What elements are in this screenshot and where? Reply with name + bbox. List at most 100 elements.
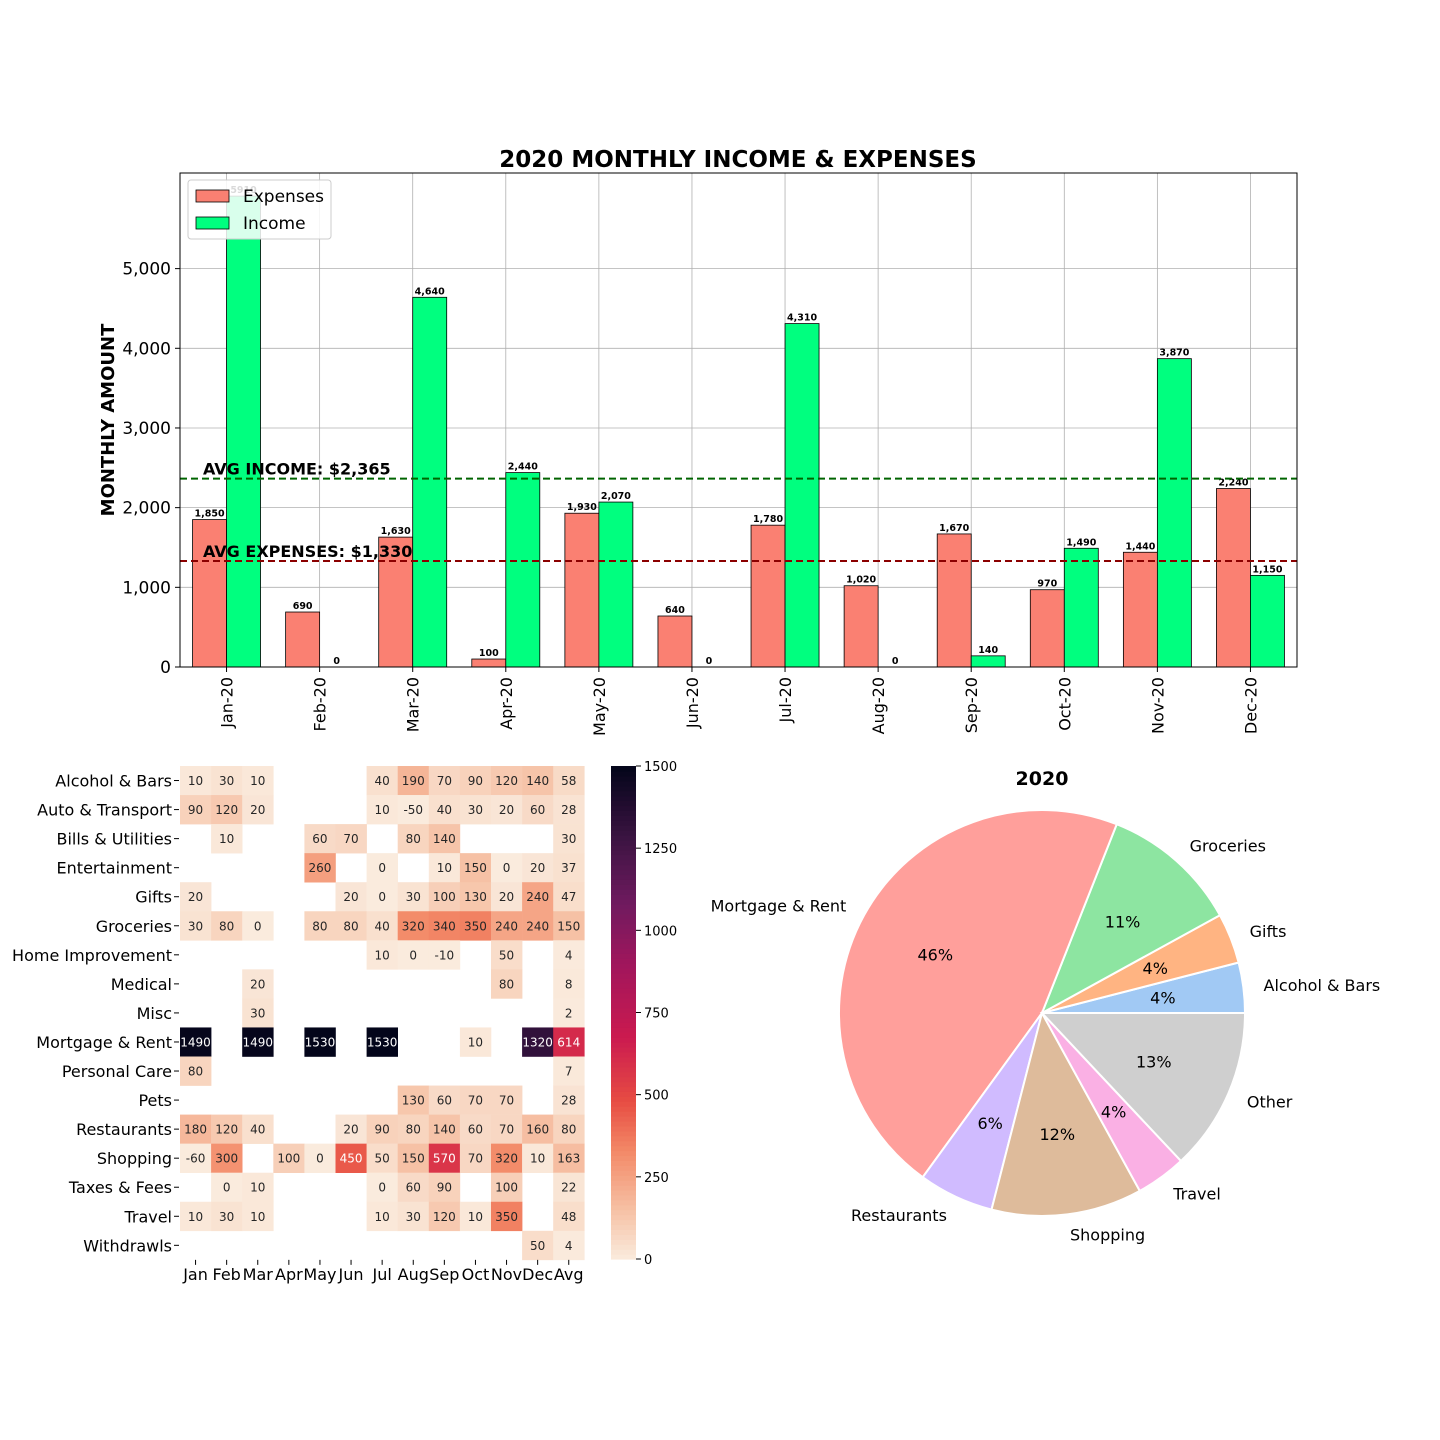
- expense-data-label: 690: [293, 601, 313, 612]
- colorbar-segment: [611, 780, 636, 787]
- heatmap-cell-value: 50: [375, 1152, 390, 1166]
- colorbar-segment: [611, 1199, 636, 1206]
- colorbar-segment: [611, 913, 636, 920]
- colorbar-segment: [611, 1185, 636, 1191]
- heatmap-cell: [242, 911, 274, 941]
- y-tick-label: 2,000: [122, 499, 171, 519]
- heatmap-cell-value: 320: [402, 919, 425, 933]
- pie-slice-label: Groceries: [1190, 837, 1266, 856]
- heatmap-column-label: Oct: [462, 1265, 490, 1284]
- heatmap-cell-value: 90: [468, 774, 483, 788]
- colorbar-segment: [611, 854, 636, 861]
- heatmap-cell: [428, 940, 461, 970]
- colorbar-segment: [611, 997, 636, 1004]
- x-tick-label: Sep-20: [962, 677, 981, 733]
- heatmap-cell-value: 1490: [180, 1035, 211, 1049]
- heatmap-column-label: Avg: [554, 1265, 584, 1284]
- x-tick-label: Apr-20: [497, 677, 516, 730]
- heatmap-cell-value: 1530: [367, 1035, 398, 1049]
- heatmap-cell-value: 140: [526, 774, 549, 788]
- x-tick-label: Jul-20: [776, 677, 795, 723]
- heatmap-cell-value: 50: [499, 948, 514, 962]
- heatmap-cell: [242, 795, 274, 825]
- pie-slice-label: Other: [1247, 1093, 1293, 1112]
- legend-swatch: [195, 189, 230, 203]
- heatmap-cell-value: -50: [403, 803, 423, 817]
- income-data-label: 0: [333, 656, 340, 667]
- heatmap-cell: [553, 795, 585, 825]
- heatmap-row-label: Taxes & Fees: [68, 1178, 172, 1197]
- colorbar-segment: [611, 1160, 636, 1166]
- heatmap-cell-value: 48: [561, 1210, 576, 1224]
- expense-data-label: 1,630: [381, 526, 411, 537]
- heatmap-row-label: Withdrawls: [83, 1236, 172, 1255]
- x-tick-label: Dec-20: [1241, 677, 1260, 734]
- colorbar-segment: [611, 1150, 636, 1157]
- pie-percent-label: 11%: [1105, 913, 1141, 932]
- heatmap-cell: [273, 1143, 305, 1173]
- heatmap-cell-value: 20: [343, 890, 358, 904]
- heatmap-cell-value: 10: [250, 774, 265, 788]
- heatmap-cell: [553, 1114, 585, 1144]
- colorbar-segment: [611, 1219, 636, 1226]
- heatmap-cell-value: 70: [437, 774, 452, 788]
- colorbar-segment: [611, 1229, 636, 1235]
- heatmap-cell: [522, 766, 554, 796]
- heatmap-cell: [397, 766, 430, 796]
- heatmap-cell: [553, 1085, 585, 1115]
- spending-pie-chart: 2020 4% Alcohol & Bars 4% Gifts 11% Groceries…: [711, 768, 1381, 1245]
- heatmap-cell-value: -10: [435, 948, 455, 962]
- heatmap-cell-value: 30: [406, 1210, 421, 1224]
- heatmap-cell: [397, 1201, 430, 1232]
- heatmap-cell-value: 140: [433, 832, 456, 846]
- colorbar-segment: [611, 1032, 636, 1038]
- heatmap-cell: [428, 853, 461, 883]
- heatmap-cell: [553, 1056, 585, 1086]
- bar-chart-average-lines: AVG INCOME: $2,365 AVG EXPENSES: $1,330: [180, 460, 1297, 563]
- colorbar-segment: [611, 1047, 636, 1053]
- expense-bar: [378, 536, 414, 668]
- income-data-label: 140: [978, 645, 998, 656]
- heatmap-column-label: Dec: [522, 1265, 553, 1284]
- income-bar: [1250, 574, 1285, 668]
- y-tick-label: 0: [160, 658, 171, 678]
- expense-data-label: 1,670: [939, 523, 969, 534]
- colorbar-segment: [611, 1017, 636, 1023]
- heatmap-column-label: May: [303, 1265, 336, 1284]
- expense-data-label: 1,850: [195, 509, 225, 520]
- colorbar-segment: [611, 864, 636, 871]
- heatmap-cell-value: 90: [437, 1181, 452, 1195]
- colorbar-segment: [611, 977, 636, 984]
- colorbar-segment: [611, 844, 636, 851]
- colorbar-segment: [611, 987, 636, 994]
- colorbar-segment: [611, 1027, 636, 1033]
- heatmap-cell: [522, 853, 554, 883]
- pie-percent-label: 4%: [1150, 989, 1175, 1008]
- pie-percent-label: 12%: [1039, 1125, 1075, 1144]
- heatmap-cell-value: 60: [530, 803, 545, 817]
- heatmap-cell: [397, 1114, 430, 1144]
- heatmap-cell-value: 80: [406, 832, 421, 846]
- heatmap-cell-value: 10: [468, 1210, 483, 1224]
- expense-bar: [750, 524, 786, 668]
- heatmap-cell: [211, 911, 243, 941]
- colorbar-segment: [611, 1209, 636, 1216]
- colorbar-segment: [611, 1130, 636, 1137]
- y-tick-label: 1,000: [122, 578, 171, 598]
- colorbar-segment: [611, 1204, 636, 1211]
- heatmap-column-label: Sep: [429, 1265, 459, 1284]
- expense-bar: [471, 658, 507, 668]
- heatmap-cell-value: 163: [557, 1152, 580, 1166]
- heatmap-cell-value: 100: [433, 890, 456, 904]
- pie-slices: [838, 809, 1247, 1217]
- income-data-label: 1,490: [1066, 537, 1096, 548]
- heatmap-column-label: Aug: [398, 1265, 429, 1284]
- heatmap-cell: [459, 1085, 492, 1115]
- income-data-label: 3,870: [1159, 348, 1189, 359]
- colorbar-segment: [611, 948, 636, 954]
- heatmap-cell-value: 130: [464, 890, 487, 904]
- heatmap-cell: [553, 1172, 585, 1203]
- colorbar-segment: [611, 1214, 636, 1221]
- income-data-label: 4,640: [415, 286, 445, 297]
- heatmap-cell: [180, 1056, 212, 1086]
